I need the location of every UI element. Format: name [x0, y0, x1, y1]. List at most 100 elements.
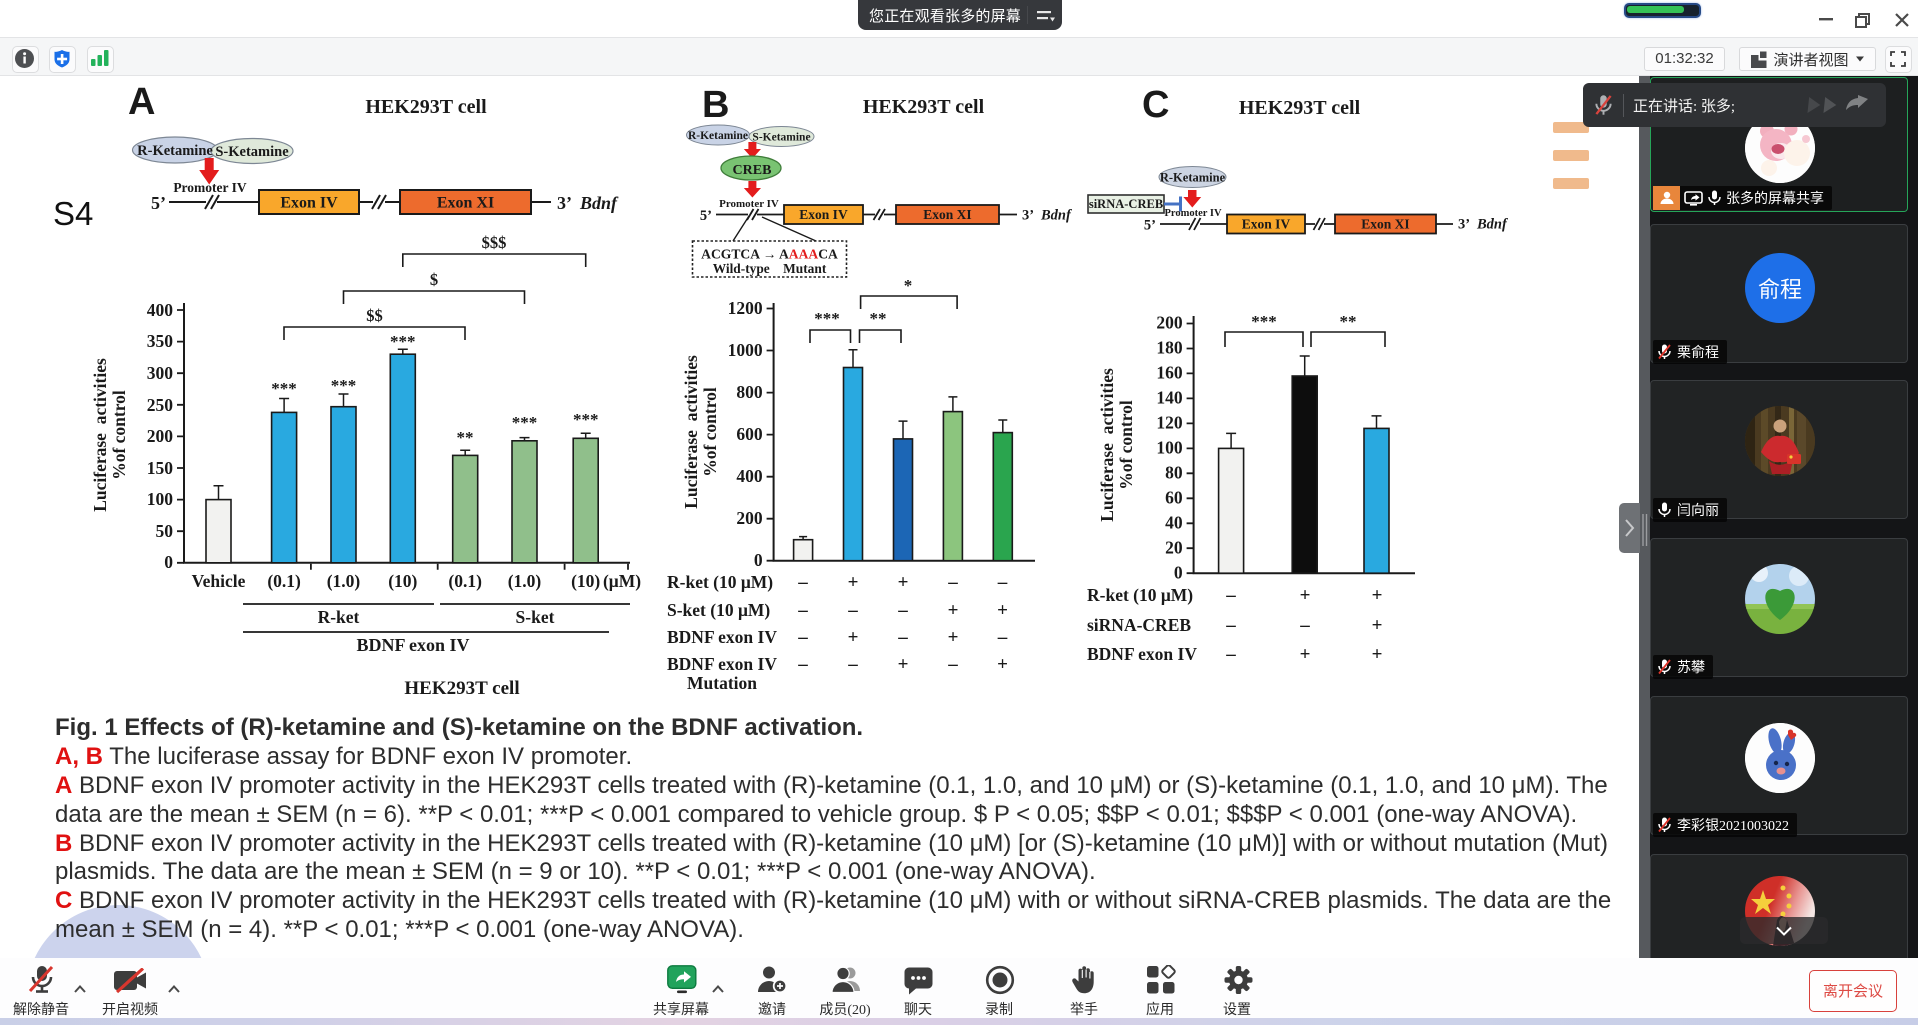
svg-text:+: + [1372, 585, 1383, 606]
svg-text:BDNF exon IV: BDNF exon IV [667, 627, 777, 647]
svg-text:Exon XI: Exon XI [437, 195, 494, 212]
svg-text:–: – [797, 654, 808, 675]
svg-text:***: *** [814, 309, 840, 328]
svg-text:100: 100 [147, 489, 174, 509]
svg-text:Luciferase activities: Luciferase activities [681, 355, 701, 509]
svg-text:C: C [1142, 84, 1169, 126]
svg-text:***: *** [271, 379, 297, 398]
svg-text:150: 150 [147, 458, 174, 478]
svg-text:3’: 3’ [1022, 208, 1034, 224]
svg-text:–: – [797, 600, 808, 621]
svg-text:(0.1): (0.1) [448, 571, 482, 591]
svg-text:1200: 1200 [728, 298, 763, 318]
svg-text:S-Ketamine: S-Ketamine [752, 132, 810, 144]
svg-text:HEK293T cell: HEK293T cell [365, 96, 487, 118]
svg-text:–: – [797, 627, 808, 648]
svg-text:Bdnf: Bdnf [1476, 217, 1509, 233]
svg-text:HEK293T cell: HEK293T cell [1239, 97, 1361, 119]
svg-text:siRNA-CREB: siRNA-CREB [1087, 615, 1191, 635]
svg-text:160: 160 [1156, 363, 1183, 383]
svg-text:300: 300 [147, 363, 174, 383]
svg-text:***: *** [512, 413, 538, 432]
svg-text:***: *** [573, 410, 599, 429]
svg-text:1000: 1000 [728, 340, 763, 360]
svg-text:Exon IV: Exon IV [799, 207, 848, 222]
svg-text:R-ket (10 μM): R-ket (10 μM) [1087, 585, 1193, 605]
svg-text:–: – [897, 600, 908, 621]
svg-text:+: + [848, 572, 859, 593]
svg-text:–: – [797, 572, 808, 593]
svg-text:800: 800 [736, 382, 763, 402]
svg-text:R-Ketamine: R-Ketamine [137, 143, 213, 159]
svg-text:–: – [997, 572, 1008, 593]
svg-text:CREB: CREB [733, 163, 772, 178]
svg-text:Luciferase activities: Luciferase activities [90, 358, 110, 512]
svg-text:**: ** [1340, 312, 1357, 331]
svg-text:+: + [948, 600, 959, 621]
svg-text:–: – [847, 600, 858, 621]
svg-text:%of control: %of control [109, 390, 129, 480]
svg-text:**: ** [870, 309, 887, 328]
svg-text:Wild-type Mutant: Wild-type Mutant [713, 261, 827, 276]
svg-text:400: 400 [736, 466, 763, 486]
svg-text:**: ** [457, 428, 474, 447]
svg-text:+: + [948, 627, 959, 648]
svg-text:siRNA-CREB: siRNA-CREB [1089, 197, 1163, 211]
svg-text:–: – [897, 627, 908, 648]
svg-text:–: – [1225, 644, 1236, 665]
svg-text:Mutation: Mutation [687, 673, 757, 693]
svg-text:5’: 5’ [151, 193, 166, 213]
svg-text:50: 50 [156, 521, 174, 541]
svg-text:(μM): (μM) [603, 571, 641, 591]
svg-text:S-Ketamine: S-Ketamine [215, 144, 289, 160]
svg-text:–: – [1299, 615, 1310, 636]
svg-text:Exon IV: Exon IV [1242, 217, 1291, 232]
svg-text:180: 180 [1156, 338, 1183, 358]
svg-text:R-Ketamine: R-Ketamine [1160, 171, 1226, 185]
svg-text:Vehicle: Vehicle [192, 571, 246, 591]
svg-text:Promoter IV: Promoter IV [173, 180, 247, 195]
svg-text:40: 40 [1165, 513, 1183, 533]
svg-text:+: + [898, 654, 909, 675]
svg-text:HEK293T cell: HEK293T cell [863, 96, 985, 118]
svg-text:60: 60 [1165, 488, 1183, 508]
svg-text:5’: 5’ [700, 208, 712, 224]
svg-text:5’: 5’ [1144, 218, 1156, 234]
svg-text:200: 200 [147, 426, 174, 446]
svg-text:Luciferase activities: Luciferase activities [1097, 368, 1117, 522]
svg-text:20: 20 [1165, 538, 1183, 558]
svg-text:3’: 3’ [557, 193, 572, 213]
svg-text:Exon XI: Exon XI [1361, 217, 1409, 232]
svg-text:–: – [947, 654, 958, 675]
svg-text:BDNF exon IV: BDNF exon IV [356, 635, 469, 655]
svg-text:200: 200 [1156, 313, 1183, 333]
svg-text:0: 0 [1174, 563, 1183, 583]
svg-text:(10): (10) [388, 571, 417, 591]
svg-text:250: 250 [147, 395, 174, 415]
svg-text:100: 100 [1156, 438, 1183, 458]
svg-text:%of control: %of control [1116, 400, 1136, 490]
svg-text:+: + [1372, 615, 1383, 636]
svg-text:Exon IV: Exon IV [280, 195, 338, 212]
svg-text:400: 400 [147, 300, 174, 320]
svg-text:R-ket (10 μM): R-ket (10 μM) [667, 572, 773, 592]
svg-text:(10): (10) [571, 571, 600, 591]
svg-text:(1.0): (1.0) [327, 571, 361, 591]
svg-text:+: + [997, 654, 1008, 675]
svg-text:140: 140 [1156, 388, 1183, 408]
svg-text:–: – [1225, 585, 1236, 606]
svg-text:+: + [1372, 644, 1383, 665]
svg-text:$$$: $$$ [482, 233, 507, 252]
svg-text:80: 80 [1165, 463, 1183, 483]
svg-text:Promoter IV: Promoter IV [719, 198, 779, 210]
svg-text:A: A [128, 81, 155, 123]
svg-text:+: + [1300, 644, 1311, 665]
svg-text:3’: 3’ [1458, 217, 1470, 233]
svg-text:*: * [904, 276, 913, 295]
svg-text:+: + [898, 572, 909, 593]
svg-text:200: 200 [736, 508, 763, 528]
svg-text:Bdnf: Bdnf [579, 193, 619, 213]
svg-text:S-ket (10 μM): S-ket (10 μM) [667, 600, 770, 620]
svg-text:Promoter IV: Promoter IV [1164, 208, 1221, 219]
svg-text:ACGTCA → AAAACA: ACGTCA → AAAACA [701, 247, 838, 262]
